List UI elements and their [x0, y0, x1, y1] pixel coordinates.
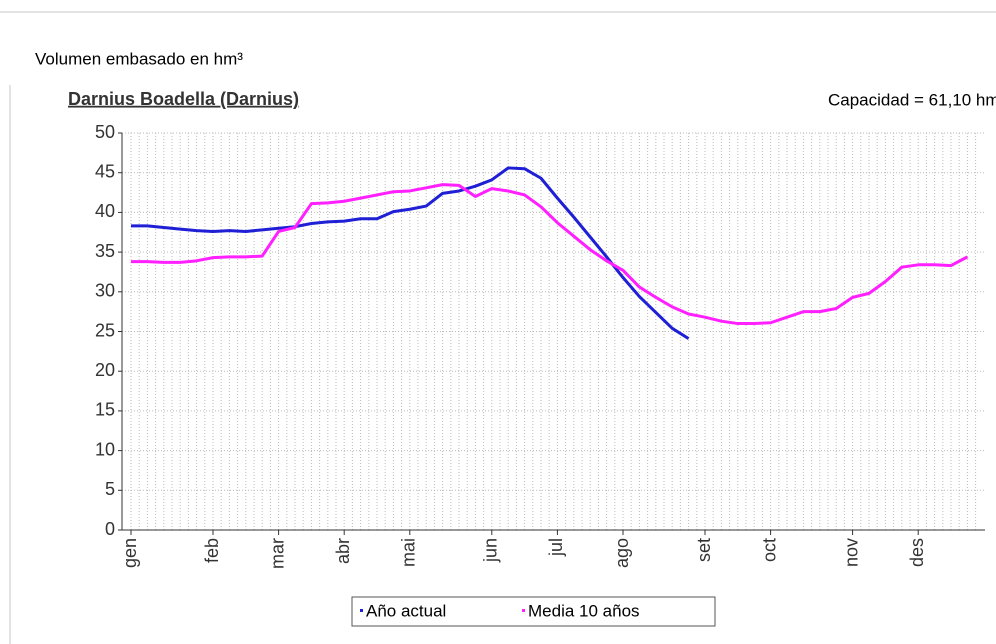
x-tick-label: mai — [399, 538, 419, 567]
chart-title: Darnius Boadella (Darnius) — [68, 89, 299, 109]
x-tick-label: mar — [267, 538, 287, 569]
x-tick-label: jun — [481, 538, 501, 563]
y-tick-label: 15 — [95, 400, 115, 420]
x-tick-label: ago — [612, 538, 632, 568]
x-tick-label: oct — [759, 538, 779, 562]
y-tick-label: 25 — [95, 320, 115, 340]
series-line — [131, 183, 969, 326]
x-tick-label: abr — [333, 538, 353, 564]
y-tick-label: 5 — [105, 479, 115, 499]
y-tick-label: 50 — [95, 122, 115, 142]
x-tick-label: set — [694, 538, 714, 562]
annotation: Capacidad = 61,10 hm³ — [828, 90, 996, 109]
legend — [351, 596, 716, 627]
legend-label: Año actual — [366, 601, 446, 620]
y-tick-label: 45 — [95, 161, 115, 181]
legend-swatch — [360, 609, 363, 612]
series-line — [131, 166, 690, 340]
x-tick-label: des — [907, 538, 927, 567]
x-tick-label: nov — [841, 538, 861, 567]
x-tick-label: jul — [546, 538, 566, 557]
y-tick-label: 20 — [95, 360, 115, 380]
y-tick-label: 35 — [95, 241, 115, 261]
y-tick-label: 40 — [95, 201, 115, 221]
y-tick-label: 10 — [95, 439, 115, 459]
heading: Volumen embasado en hm³ — [35, 49, 243, 68]
y-tick-label: 30 — [95, 281, 115, 301]
x-tick-label: gen — [120, 538, 140, 568]
x-tick-label: feb — [202, 538, 222, 563]
y-tick-label: 0 — [105, 519, 115, 539]
legend-label: Media 10 años — [528, 601, 640, 620]
legend-swatch — [522, 609, 525, 612]
